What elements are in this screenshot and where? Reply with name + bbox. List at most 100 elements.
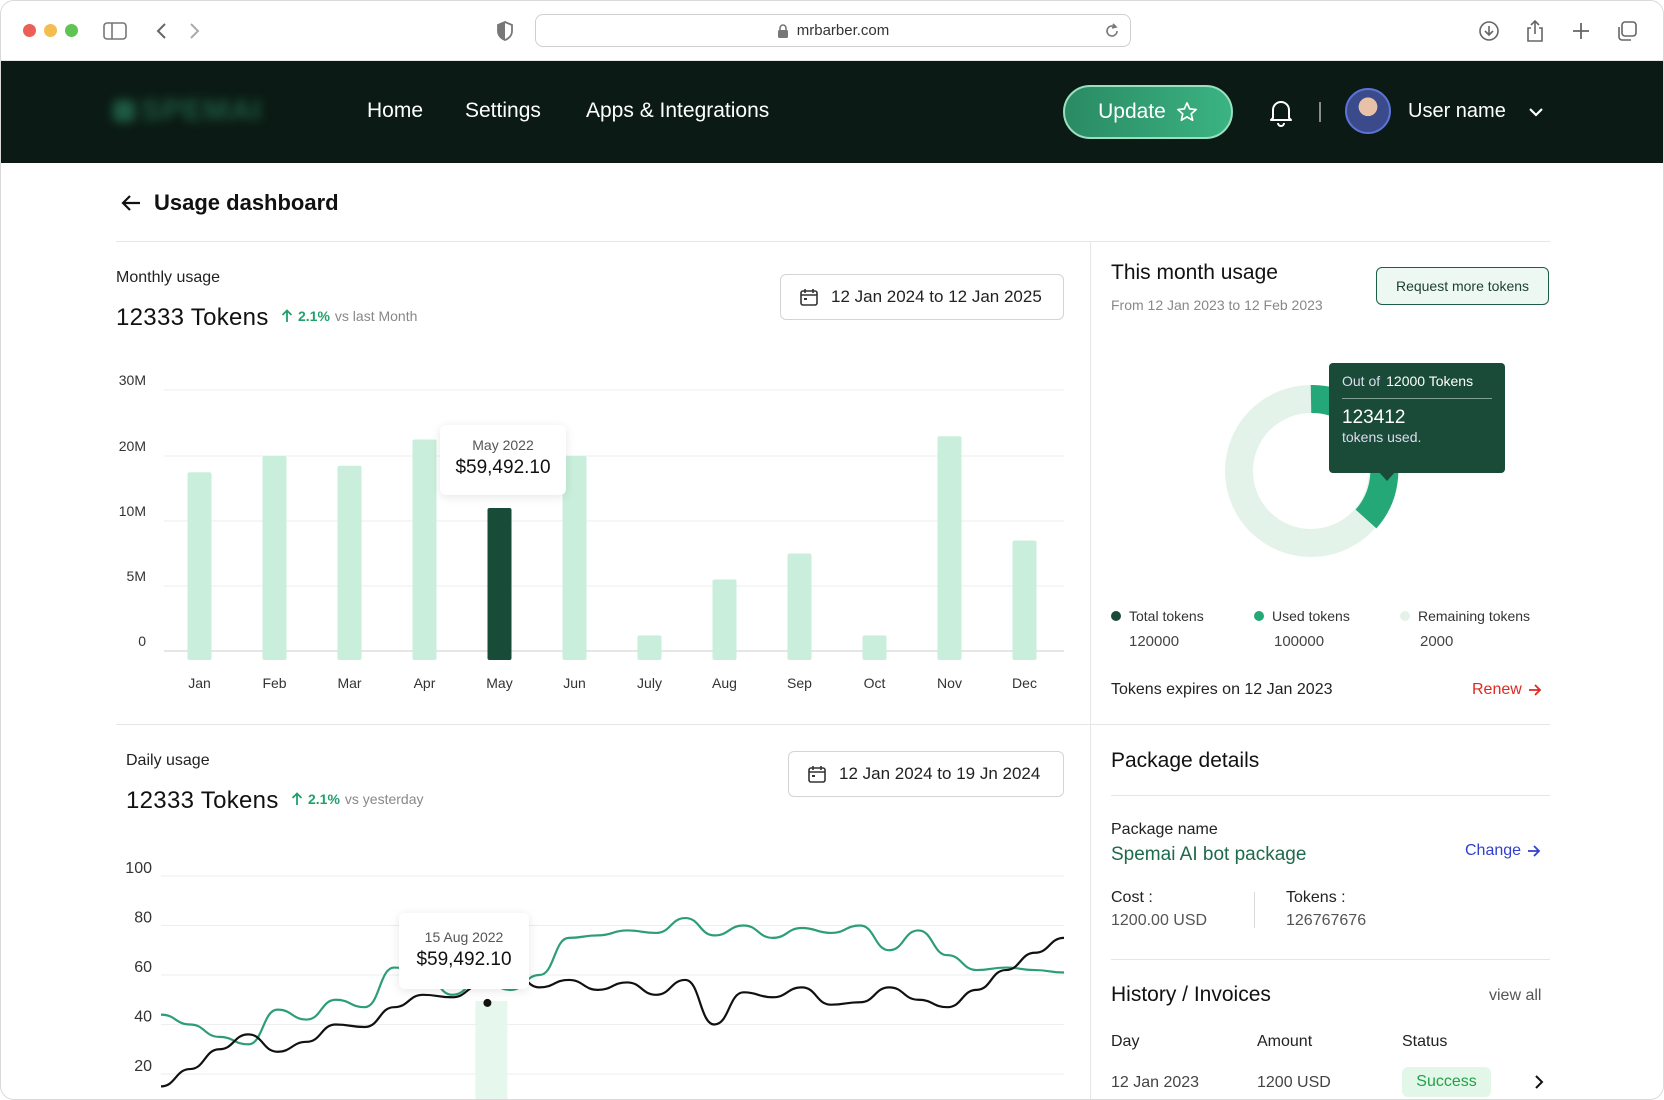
bar-apr: [412, 439, 437, 660]
reload-icon[interactable]: [1104, 22, 1120, 40]
monthly-date-range-button[interactable]: 12 Jan 2024 to 12 Jan 2025: [780, 274, 1064, 320]
bar-feb: [262, 456, 287, 660]
legend-remaining-label: Remaining tokens: [1418, 608, 1531, 624]
series-line-black: [160, 936, 1065, 1088]
x-tick-label: Nov: [937, 675, 962, 691]
chevron-down-icon[interactable]: [1527, 103, 1545, 121]
package-tokens-value: 126767676: [1286, 912, 1367, 929]
username[interactable]: User name: [1408, 100, 1506, 122]
panel-divider: [1090, 241, 1091, 1099]
package-name: Spemai AI bot package: [1111, 844, 1307, 865]
chart-divider: [116, 724, 1090, 725]
share-icon[interactable]: [1521, 17, 1549, 45]
calendar-icon: [808, 766, 826, 783]
bar-may: [487, 508, 512, 660]
y-tick-label: 30M: [119, 372, 146, 388]
y-tick-label: 5M: [127, 568, 146, 584]
url-text: mrbarber.com: [796, 22, 890, 39]
new-tab-icon[interactable]: [1567, 17, 1595, 45]
shield-icon[interactable]: [491, 17, 519, 45]
legend-used-tokens: Used tokens: [1254, 608, 1350, 624]
avatar[interactable]: [1345, 88, 1391, 134]
download-icon[interactable]: [1475, 17, 1503, 45]
column-header-amount: Amount: [1257, 1033, 1313, 1050]
monthly-tooltip-value: $59,492.10: [455, 457, 551, 478]
y-tick-label: 20: [134, 1058, 152, 1075]
renew-link[interactable]: Renew: [1472, 681, 1542, 699]
right-panel-divider: [1090, 724, 1550, 725]
maximize-window-button[interactable]: [65, 24, 78, 37]
package-name-label: Package name: [1111, 821, 1218, 838]
lock-icon: [777, 23, 788, 38]
this-month-title: This month usage: [1111, 261, 1278, 284]
legend-dot-used: [1254, 611, 1264, 621]
renew-label: Renew: [1472, 681, 1522, 698]
cost-value: 1200.00 USD: [1111, 912, 1208, 929]
view-all-link[interactable]: view all: [1489, 987, 1542, 1004]
this-month-subtitle: From 12 Jan 2023 to 12 Feb 2023: [1111, 297, 1323, 313]
nav-home[interactable]: Home: [367, 99, 424, 122]
monthly-usage-label: Monthly usage: [116, 269, 221, 286]
tooltip-used-text: tokens used.: [1342, 429, 1422, 445]
bar-july: [637, 635, 662, 660]
x-tick-label: Sep: [787, 675, 812, 691]
back-arrow-icon[interactable]: [119, 191, 143, 215]
chevron-right-icon[interactable]: [1531, 1074, 1547, 1090]
nav-settings[interactable]: Settings: [465, 99, 541, 122]
monthly-trend-text: vs last Month: [334, 308, 418, 324]
legend-remaining-value: 2000: [1420, 633, 1454, 650]
cost-label: Cost :: [1111, 889, 1153, 906]
x-tick-label: July: [637, 675, 662, 691]
brand-logo[interactable]: SPEMAI: [113, 93, 273, 129]
calendar-icon: [800, 289, 818, 306]
y-tick-label: 0: [138, 633, 146, 649]
tabs-overview-icon[interactable]: [1613, 17, 1641, 45]
close-window-button[interactable]: [23, 24, 36, 37]
x-tick-label: May: [486, 675, 512, 691]
bar-mar: [337, 465, 362, 660]
update-label: Update: [1098, 100, 1166, 123]
series-line-green: [160, 916, 1065, 1046]
change-package-link[interactable]: Change: [1465, 842, 1541, 860]
bar-aug: [712, 579, 737, 660]
tooltip-out-of-label: Out of: [1342, 373, 1381, 389]
update-button[interactable]: Update: [1063, 85, 1233, 139]
tokens-expiry-text: Tokens expires on 12 Jan 2023: [1111, 681, 1333, 698]
y-tick-label: 20M: [119, 438, 146, 454]
title-divider: [116, 241, 1550, 242]
bar-nov: [937, 436, 962, 660]
package-tokens-label: Tokens :: [1286, 889, 1346, 906]
monthly-tooltip: May 2022 $59,492.10: [440, 425, 566, 495]
legend-dot-total: [1111, 611, 1121, 621]
history-divider: [1111, 959, 1550, 960]
invoice-day: 12 Jan 2023: [1111, 1074, 1200, 1091]
status-badge: Success: [1402, 1067, 1491, 1097]
minimize-window-button[interactable]: [44, 24, 57, 37]
arrow-up-icon: [291, 792, 303, 805]
x-tick-label: Feb: [262, 675, 286, 691]
x-tick-label: Jun: [563, 675, 586, 691]
arrow-up-icon: [281, 309, 293, 322]
y-tick-label: 80: [134, 910, 152, 927]
nav-apps-integrations[interactable]: Apps & Integrations: [586, 99, 770, 122]
star-icon: [1176, 102, 1197, 122]
request-more-tokens-button[interactable]: Request more tokens: [1376, 267, 1549, 305]
highlight-band: [475, 1001, 508, 1099]
address-bar[interactable]: mrbarber.com: [535, 14, 1131, 47]
monthly-trend: 2.1% vs last Month: [281, 308, 417, 324]
forward-icon[interactable]: [181, 17, 209, 45]
legend-used-value: 100000: [1274, 633, 1325, 650]
notification-bell-icon[interactable]: [1267, 97, 1295, 127]
x-tick-label: Jan: [188, 675, 211, 691]
sidebar-toggle-icon[interactable]: [101, 17, 129, 45]
daily-date-range-button[interactable]: 12 Jan 2024 to 19 Jn 2024: [788, 751, 1064, 797]
legend-remaining-tokens: Remaining tokens: [1400, 608, 1530, 624]
daily-tooltip-label: 15 Aug 2022: [424, 929, 504, 945]
tooltip-used-value: 123412: [1342, 407, 1406, 428]
x-tick-label: Apr: [414, 675, 436, 691]
back-icon[interactable]: [147, 17, 175, 45]
legend-total-label: Total tokens: [1129, 608, 1204, 624]
x-tick-label: Oct: [864, 675, 886, 691]
